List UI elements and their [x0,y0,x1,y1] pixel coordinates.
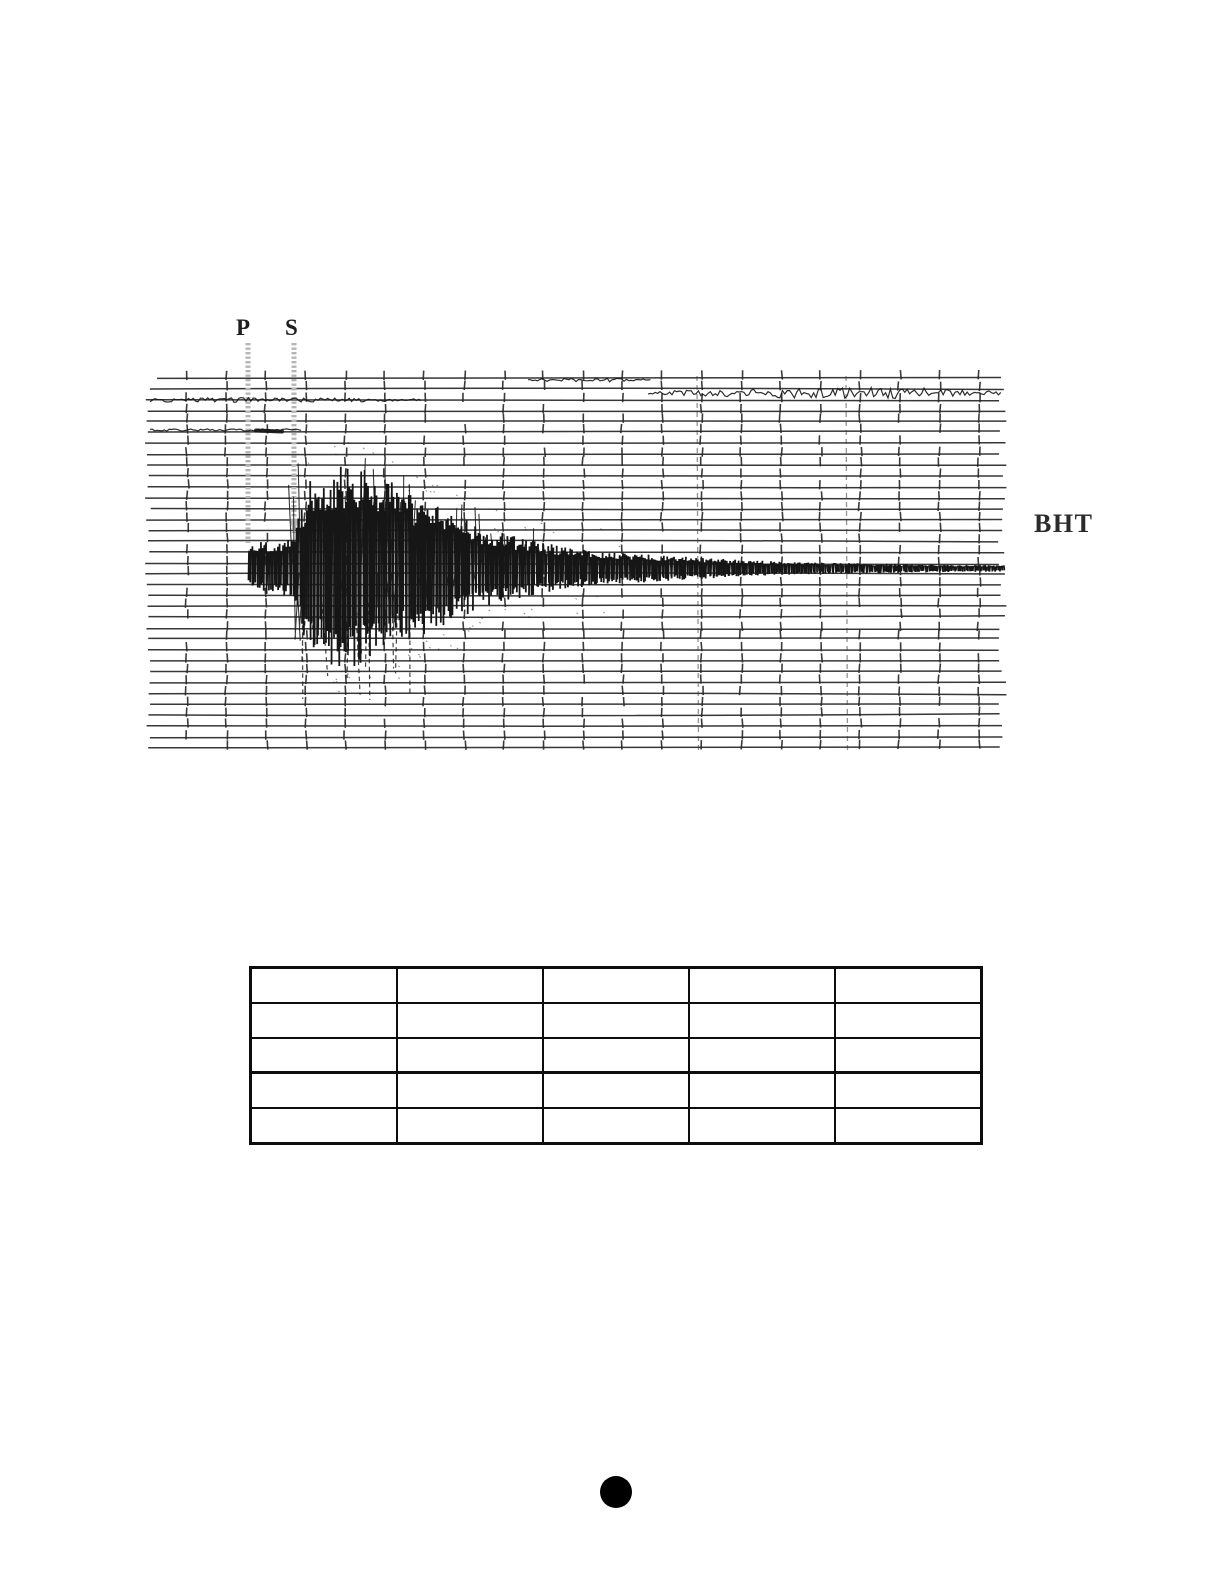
table-cell [249,1071,398,1110]
table-cell [833,1036,983,1074]
answer-table [249,966,983,1145]
table-cell [395,966,544,1004]
earthquake-waveform [247,466,1006,667]
table-cell [541,1036,690,1074]
table-cell [687,1036,836,1074]
page-number-bullet [600,1476,632,1508]
table-row [249,1001,983,1039]
table-cell [249,966,398,1004]
p-wave-label: P [236,315,251,340]
table-row [249,1036,983,1074]
table-row [249,1071,983,1110]
trace-blip [254,428,284,434]
s-wave-label: S [285,315,299,340]
station-code-label: BHT [1034,509,1094,538]
table-cell [249,1107,398,1145]
table-cell [395,1071,544,1110]
table-cell [687,1001,836,1039]
table-cell [541,1001,690,1039]
minute-tick-marks [184,369,982,750]
table-cell [687,1107,836,1145]
waveform-spikes [288,458,545,656]
table-cell [687,1071,836,1110]
table-cell [249,1001,398,1039]
table-cell [395,1107,544,1145]
table-cell [541,1071,690,1110]
table-cell [249,1036,398,1074]
table-row [249,1107,983,1145]
pen-skip-tails [301,592,411,700]
table-cell [395,1036,544,1074]
table-row [249,966,983,1004]
table-cell [687,966,836,1004]
table-cell [833,1071,983,1110]
table-cell [833,966,983,1004]
table-cell [541,1107,690,1145]
table-cell [833,1001,983,1039]
background-noise-traces [149,377,1002,432]
table-cell [541,966,690,1004]
table-cell [833,1107,983,1145]
ink-speckles [307,441,621,693]
table-cell [395,1001,544,1039]
